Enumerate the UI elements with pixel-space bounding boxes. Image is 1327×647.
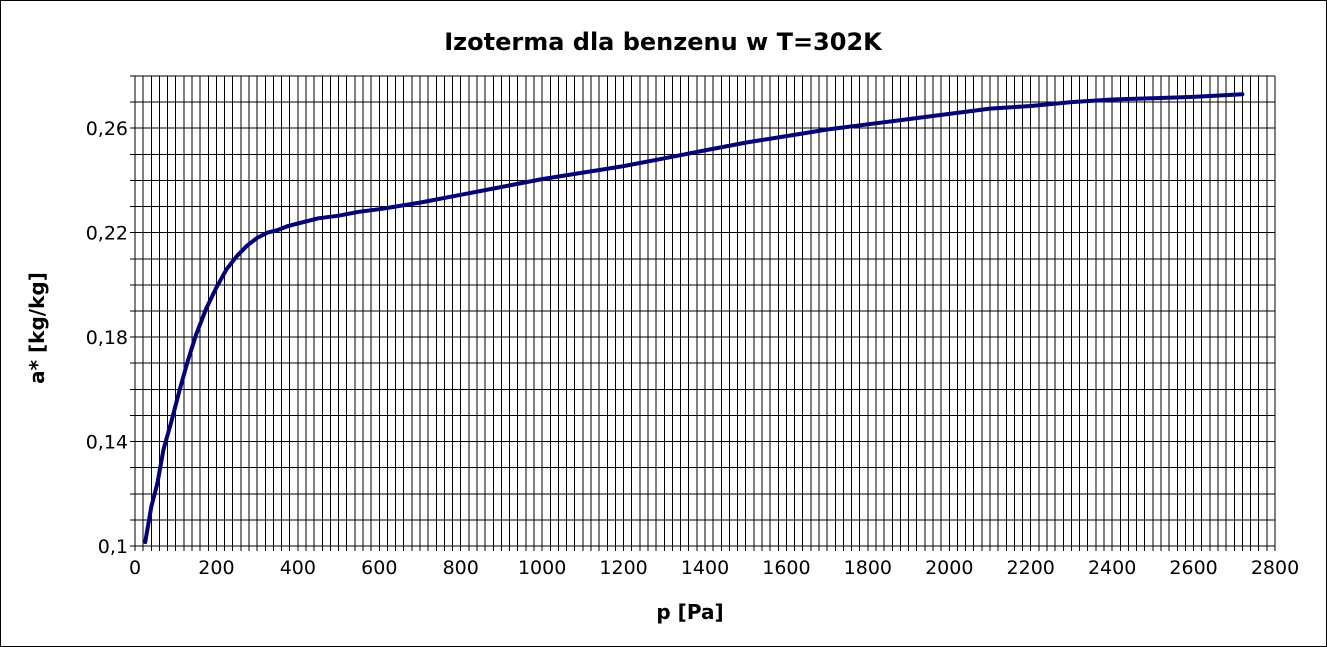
chart-title: Izoterma dla benzenu w T=302K bbox=[444, 28, 883, 56]
y-tick-label: 0,18 bbox=[86, 327, 128, 349]
x-tick-label: 1800 bbox=[844, 557, 892, 579]
grid bbox=[130, 75, 1276, 551]
x-axis-label: p [Pa] bbox=[656, 600, 723, 624]
x-tick-label: 400 bbox=[280, 557, 316, 579]
x-tick-label: 2400 bbox=[1088, 557, 1136, 579]
x-tick-label: 1200 bbox=[599, 557, 647, 579]
y-tick-label: 0,22 bbox=[86, 223, 128, 245]
x-tick-label: 1000 bbox=[518, 557, 566, 579]
x-tick-label: 1600 bbox=[762, 557, 810, 579]
x-tick-label: 0 bbox=[129, 557, 141, 579]
y-tick-label: 0,1 bbox=[98, 536, 128, 558]
x-tick-label: 2200 bbox=[1007, 557, 1055, 579]
x-tick-label: 200 bbox=[198, 557, 234, 579]
x-tick-label: 2800 bbox=[1251, 557, 1299, 579]
x-tick-labels: 0 200 400 600 800 1000 1200 1400 1600 1800 2000 220… bbox=[129, 557, 1299, 579]
series-line bbox=[143, 92, 1245, 545]
x-tick-label: 2600 bbox=[1169, 557, 1217, 579]
y-tick-label: 0,26 bbox=[86, 118, 128, 140]
y-tick-labels: 0,1 0,14 0,18 0,22 0,26 bbox=[86, 118, 128, 558]
x-tick-label: 800 bbox=[443, 557, 479, 579]
x-tick-label: 2000 bbox=[925, 557, 973, 579]
series-layer bbox=[143, 92, 1245, 545]
y-axis-label: a* [kg/kg] bbox=[25, 272, 49, 384]
x-tick-label: 1400 bbox=[681, 557, 729, 579]
y-tick-label: 0,14 bbox=[86, 432, 128, 454]
x-tick-label: 600 bbox=[361, 557, 397, 579]
